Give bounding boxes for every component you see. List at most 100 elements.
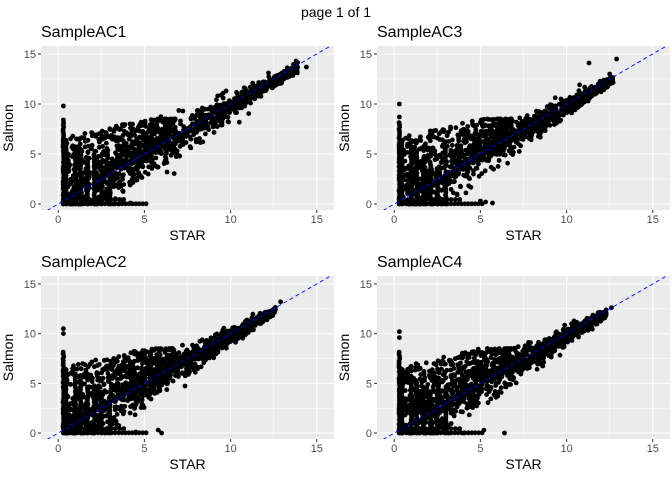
point	[95, 197, 101, 202]
point	[492, 146, 498, 152]
point	[78, 378, 83, 383]
point	[133, 201, 139, 207]
point	[159, 367, 165, 373]
point	[88, 201, 94, 207]
point	[176, 137, 182, 143]
point	[120, 122, 125, 128]
point	[85, 384, 90, 390]
point	[155, 427, 161, 433]
point	[128, 161, 134, 167]
point	[130, 370, 136, 376]
point	[501, 139, 507, 145]
point	[417, 201, 423, 207]
point	[437, 137, 443, 142]
point	[208, 346, 214, 352]
point	[511, 134, 517, 140]
point	[120, 176, 125, 182]
y-tick-label: 10	[24, 329, 36, 341]
point	[164, 352, 170, 358]
point	[112, 430, 118, 436]
point	[488, 133, 494, 139]
x-axis-label: STAR	[169, 227, 205, 243]
point	[448, 201, 454, 207]
point	[148, 396, 154, 402]
point	[216, 109, 222, 115]
point	[78, 197, 83, 202]
point	[78, 148, 83, 154]
y-tick-label: 15	[24, 49, 36, 61]
point	[105, 379, 111, 384]
point	[107, 167, 113, 172]
point	[142, 384, 148, 390]
point	[465, 128, 471, 134]
x-tick-label: 5	[477, 214, 483, 226]
point	[180, 370, 185, 376]
point	[211, 124, 216, 130]
point	[91, 364, 97, 370]
point	[433, 152, 438, 158]
point	[121, 182, 127, 188]
point	[466, 165, 471, 171]
point	[120, 382, 126, 387]
point	[114, 156, 120, 162]
point	[188, 136, 194, 142]
point	[219, 345, 225, 351]
point	[464, 156, 470, 162]
point	[440, 142, 446, 148]
point	[406, 133, 412, 139]
x-tick-label: 5	[141, 214, 147, 226]
point	[479, 171, 485, 177]
point	[453, 197, 458, 202]
point	[141, 405, 147, 410]
point	[119, 365, 124, 371]
point	[214, 97, 219, 103]
point	[208, 104, 214, 110]
point	[120, 189, 126, 194]
point	[552, 95, 558, 101]
point	[489, 128, 495, 134]
point	[159, 374, 165, 380]
point	[138, 119, 144, 125]
point	[70, 133, 76, 139]
point	[495, 164, 501, 169]
point	[471, 160, 476, 166]
point	[540, 120, 545, 126]
point	[95, 371, 101, 376]
point	[82, 144, 88, 150]
point	[403, 173, 409, 178]
point	[99, 197, 105, 202]
point	[118, 386, 123, 392]
point	[431, 128, 437, 134]
point	[217, 118, 223, 123]
point	[81, 430, 87, 436]
point	[117, 371, 122, 377]
point	[417, 137, 423, 142]
point	[400, 137, 405, 143]
point	[450, 150, 455, 156]
point	[186, 352, 192, 358]
point	[152, 377, 158, 382]
point	[266, 309, 272, 314]
point	[105, 375, 111, 380]
point	[233, 327, 239, 333]
point	[443, 147, 448, 153]
point	[275, 73, 281, 78]
point	[151, 161, 157, 167]
point	[445, 201, 451, 207]
point	[422, 197, 428, 202]
point	[237, 334, 243, 339]
point	[485, 136, 490, 142]
point	[438, 201, 444, 207]
point	[61, 430, 66, 436]
point	[270, 80, 276, 86]
y-tick-label: 5	[366, 149, 372, 161]
point	[154, 356, 160, 361]
point	[517, 115, 523, 121]
point	[102, 201, 108, 207]
point	[116, 171, 122, 177]
point	[132, 405, 138, 411]
point	[477, 134, 482, 140]
point	[82, 426, 88, 431]
point	[536, 118, 542, 123]
